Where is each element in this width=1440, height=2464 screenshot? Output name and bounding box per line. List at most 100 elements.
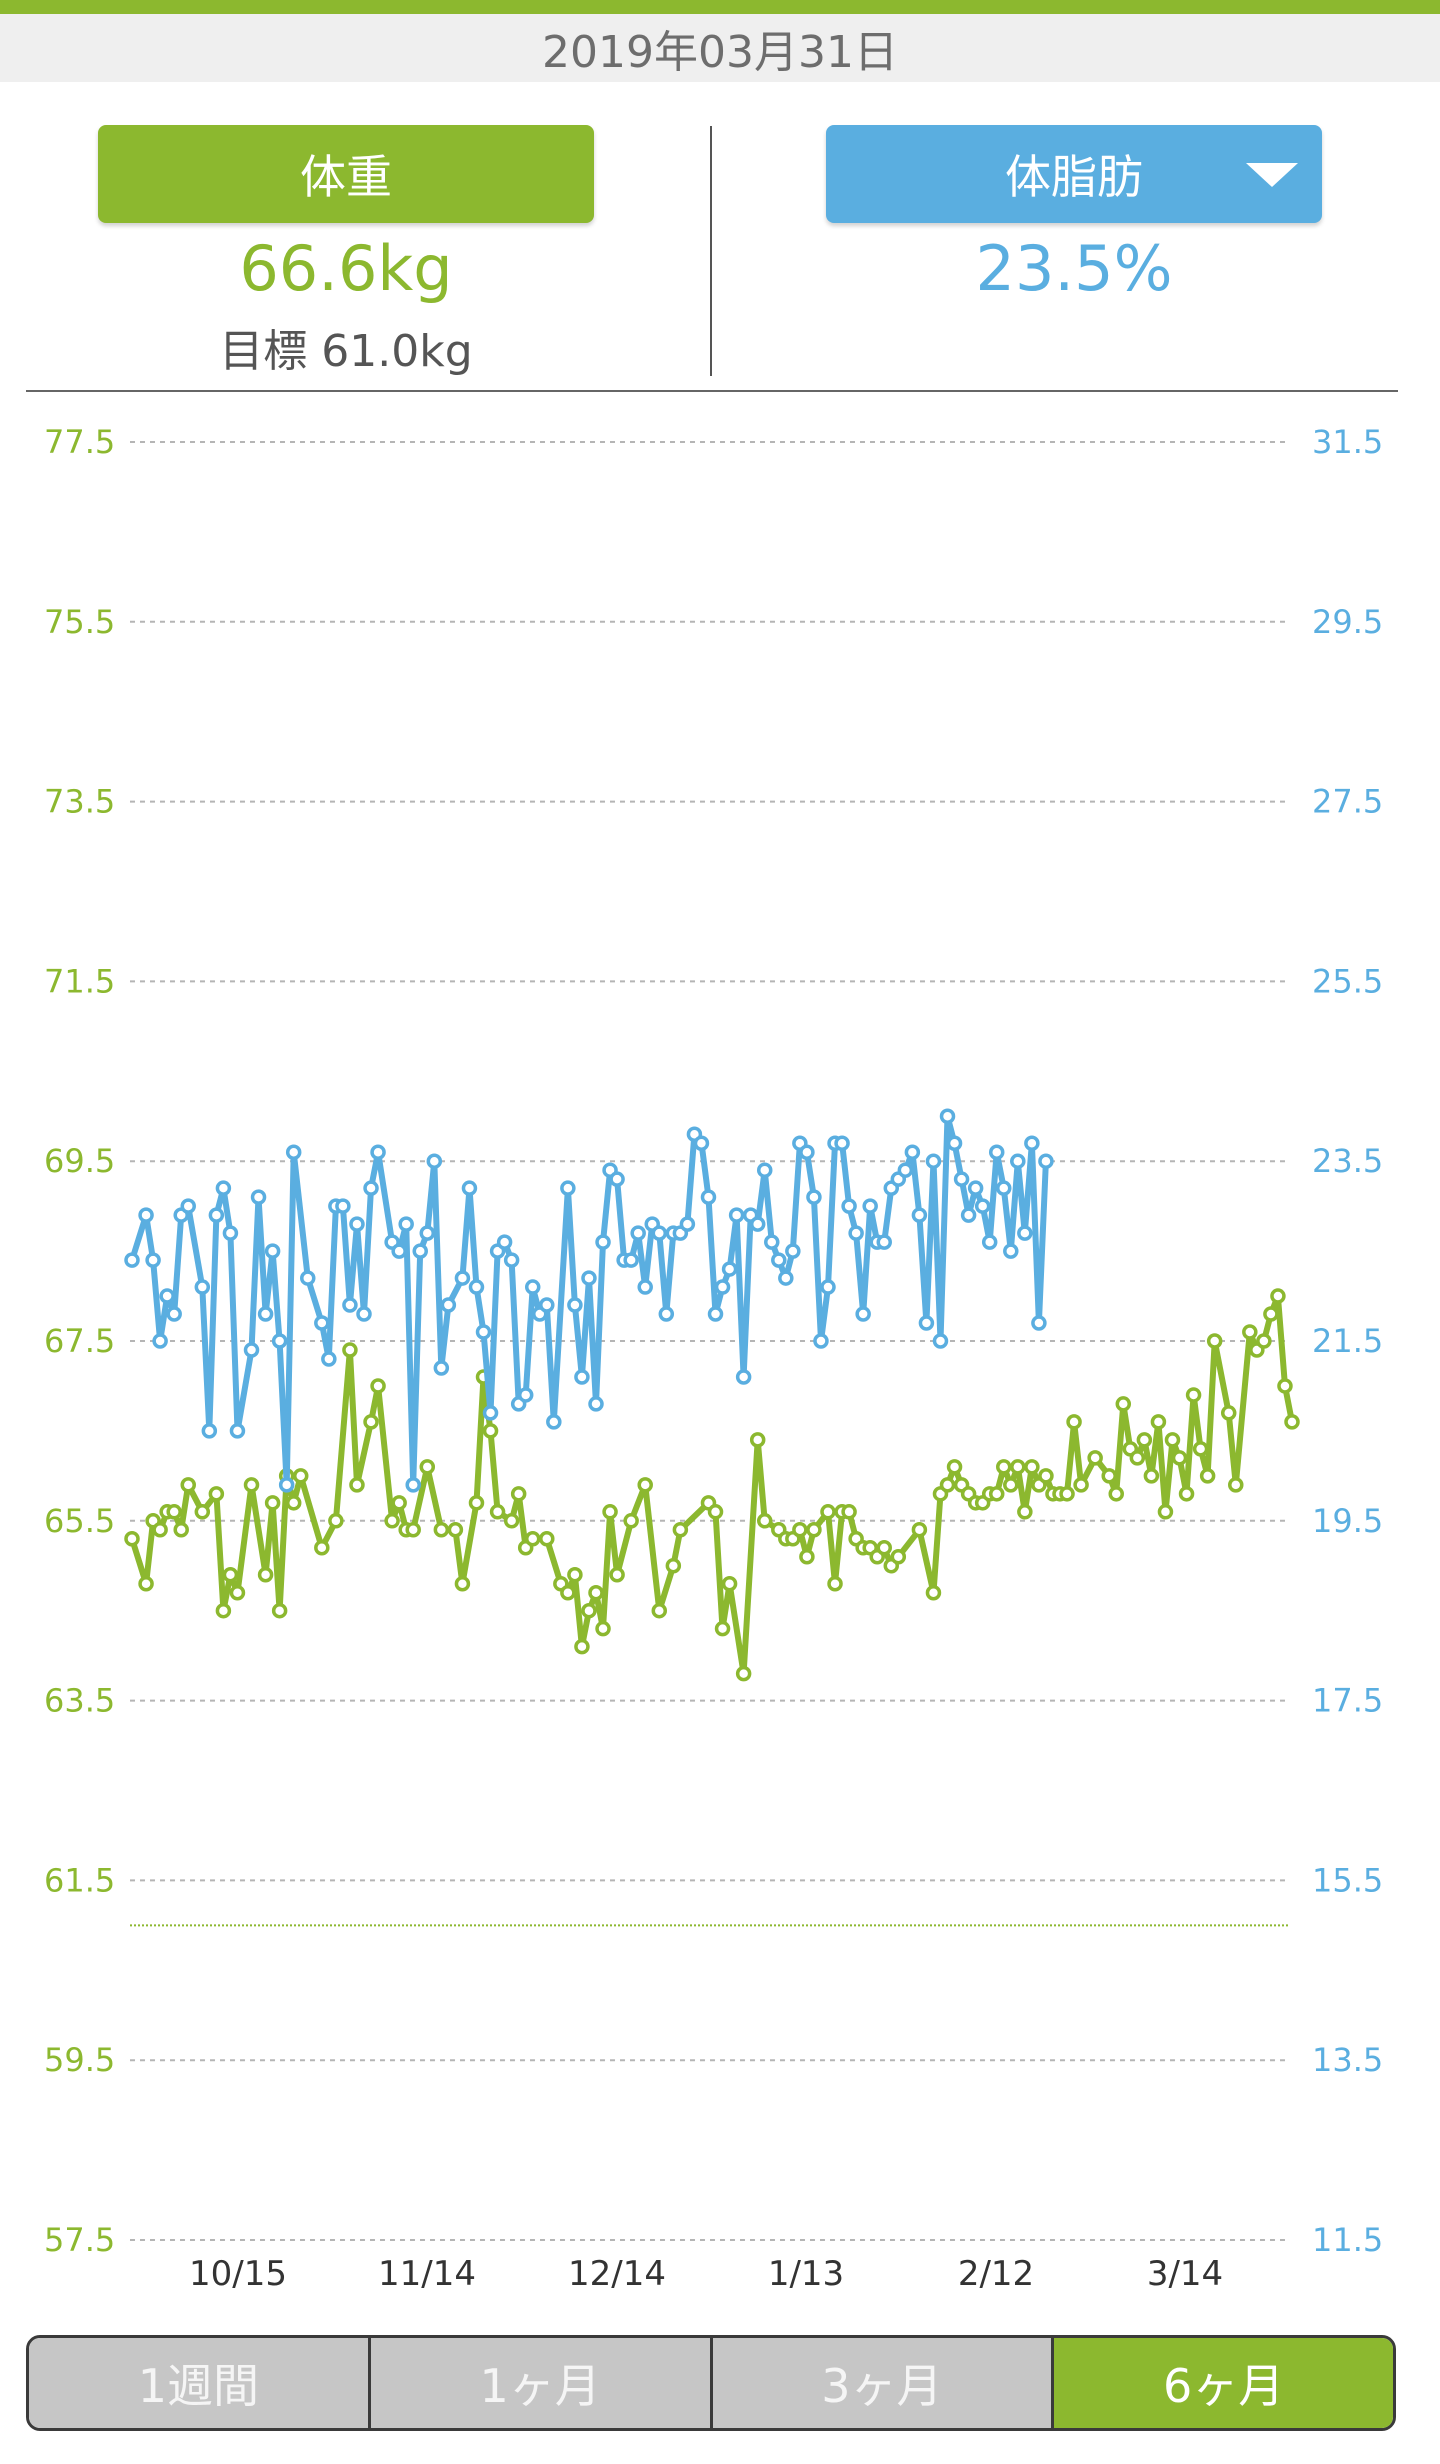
bodyfat-data-point: [876, 1234, 892, 1250]
bodyfat-data-point: [440, 1297, 457, 1313]
weight-data-point: [384, 1513, 400, 1529]
bodyfat-data-point: [454, 1270, 471, 1286]
weight-data-point: [890, 1549, 907, 1565]
bodyfat-data-point: [278, 1477, 295, 1493]
weight-data-point: [820, 1504, 836, 1520]
bodyfat-dropdown-button[interactable]: 体脂肪: [826, 125, 1322, 223]
weight-data-point: [1171, 1450, 1188, 1466]
weight-data-point: [391, 1495, 407, 1511]
weight-data-point: [996, 1459, 1012, 1475]
weight-data-point: [623, 1513, 639, 1529]
weight-data-point: [138, 1575, 154, 1592]
weight-data-point: [1199, 1468, 1216, 1484]
y-right-tick-label: 31.5: [1312, 423, 1383, 461]
weight-data-point: [349, 1477, 365, 1493]
bodyfat-data-point: [679, 1216, 696, 1232]
weight-data-point: [510, 1486, 527, 1502]
weight-data-point: [1192, 1441, 1209, 1457]
weight-data-point: [1010, 1459, 1026, 1475]
bodyfat-data-point: [630, 1225, 646, 1241]
bodyfat-value: 23.5%: [975, 232, 1173, 305]
date-header: 2019年03月31日: [0, 14, 1440, 82]
bodyfat-data-point: [264, 1243, 281, 1259]
weight-data-point: [988, 1486, 1005, 1502]
bodyfat-data-point: [771, 1252, 787, 1268]
bodyfat-data-point: [932, 1333, 949, 1349]
bodyfat-data-point: [1003, 1243, 1019, 1259]
weight-data-point: [215, 1602, 232, 1619]
weight-data-point: [468, 1495, 485, 1511]
weight-data-point: [166, 1504, 182, 1520]
bodyfat-data-point: [848, 1225, 864, 1241]
weight-data-point: [1087, 1450, 1103, 1466]
bodyfat-data-point: [834, 1135, 850, 1151]
section-divider: [26, 390, 1398, 392]
bodyfat-data-point: [623, 1252, 639, 1268]
weight-data-point: [749, 1432, 766, 1448]
weight-data-point: [229, 1584, 246, 1601]
bodyfat-data-point: [574, 1369, 590, 1385]
weight-series-line: [129, 1293, 1295, 1677]
y-right-tick-label: 17.5: [1312, 1682, 1383, 1720]
bodyfat-data-point: [419, 1225, 436, 1241]
bodyfat-data-point: [363, 1180, 379, 1196]
weight-data-point: [1284, 1414, 1300, 1430]
bodyfat-data-point: [300, 1270, 316, 1286]
weight-data-point: [876, 1540, 892, 1556]
period-1week-button[interactable]: 1週間: [29, 2338, 371, 2428]
weight-data-point: [602, 1504, 618, 1520]
bodyfat-data-point: [967, 1180, 984, 1196]
bodyfat-data-point: [159, 1288, 175, 1304]
bodyfat-data-point: [482, 1405, 499, 1421]
y-left-tick-label: 65.5: [44, 1502, 115, 1540]
weight-data-point: [1220, 1405, 1237, 1421]
period-6month-button[interactable]: 6ヶ月: [1054, 2338, 1393, 2428]
weight-data-point: [1178, 1486, 1195, 1502]
weight-data-point: [208, 1486, 225, 1502]
bodyfat-data-point: [405, 1477, 421, 1493]
bodyfat-data-point: [398, 1216, 414, 1232]
y-right-tick-label: 13.5: [1312, 2041, 1383, 2079]
bodyfat-data-point: [503, 1252, 520, 1268]
bodyfat-data-point: [714, 1279, 731, 1295]
y-left-tick-label: 71.5: [44, 962, 115, 1000]
y-left-tick-label: 73.5: [44, 783, 115, 821]
bodyfat-data-point: [700, 1189, 717, 1205]
header-divider: [710, 126, 712, 376]
bodyfat-data-point: [988, 1144, 1005, 1160]
period-1month-button[interactable]: 1ヶ月: [370, 2338, 713, 2428]
bodyfat-data-point: [222, 1225, 239, 1241]
weight-data-point: [222, 1566, 239, 1583]
weight-data-point: [292, 1468, 309, 1484]
weight-data-point: [1017, 1504, 1033, 1520]
weight-data-point: [152, 1522, 168, 1538]
bodyfat-data-point: [996, 1180, 1012, 1196]
bodyfat-data-point: [314, 1315, 330, 1331]
bodyfat-data-point: [658, 1306, 675, 1322]
bodyfat-data-point: [496, 1234, 513, 1250]
bodyfat-dropdown-label: 体脂肪: [1005, 150, 1143, 204]
y-left-tick-label: 75.5: [44, 603, 115, 641]
bodyfat-data-point: [735, 1369, 752, 1385]
period-3month-button[interactable]: 3ヶ月: [712, 2338, 1055, 2428]
bodyfat-data-point: [391, 1243, 407, 1259]
weight-data-point: [194, 1504, 211, 1520]
weight-tab-button[interactable]: 体重: [98, 125, 594, 223]
bodyfat-data-point: [1024, 1135, 1040, 1151]
bodyfat-data-point: [152, 1333, 168, 1349]
x-tick-label: 12/14: [568, 2254, 666, 2294]
weight-data-point: [1129, 1450, 1146, 1466]
date-label: 2019年03月31日: [542, 27, 898, 78]
bodyfat-data-point: [778, 1270, 794, 1286]
bodyfat-data-point: [321, 1351, 337, 1367]
bodyfat-data-point: [764, 1234, 780, 1250]
bodyfat-data-point: [271, 1333, 288, 1349]
weight-data-point: [503, 1513, 520, 1529]
bodyfat-data-point: [609, 1171, 625, 1187]
y-left-tick-label: 69.5: [44, 1142, 115, 1180]
weight-data-point: [447, 1522, 464, 1538]
bodyfat-data-point: [201, 1423, 218, 1439]
weight-data-point: [792, 1522, 808, 1538]
weight-data-point: [1143, 1468, 1160, 1484]
bodyfat-data-point: [925, 1153, 942, 1169]
